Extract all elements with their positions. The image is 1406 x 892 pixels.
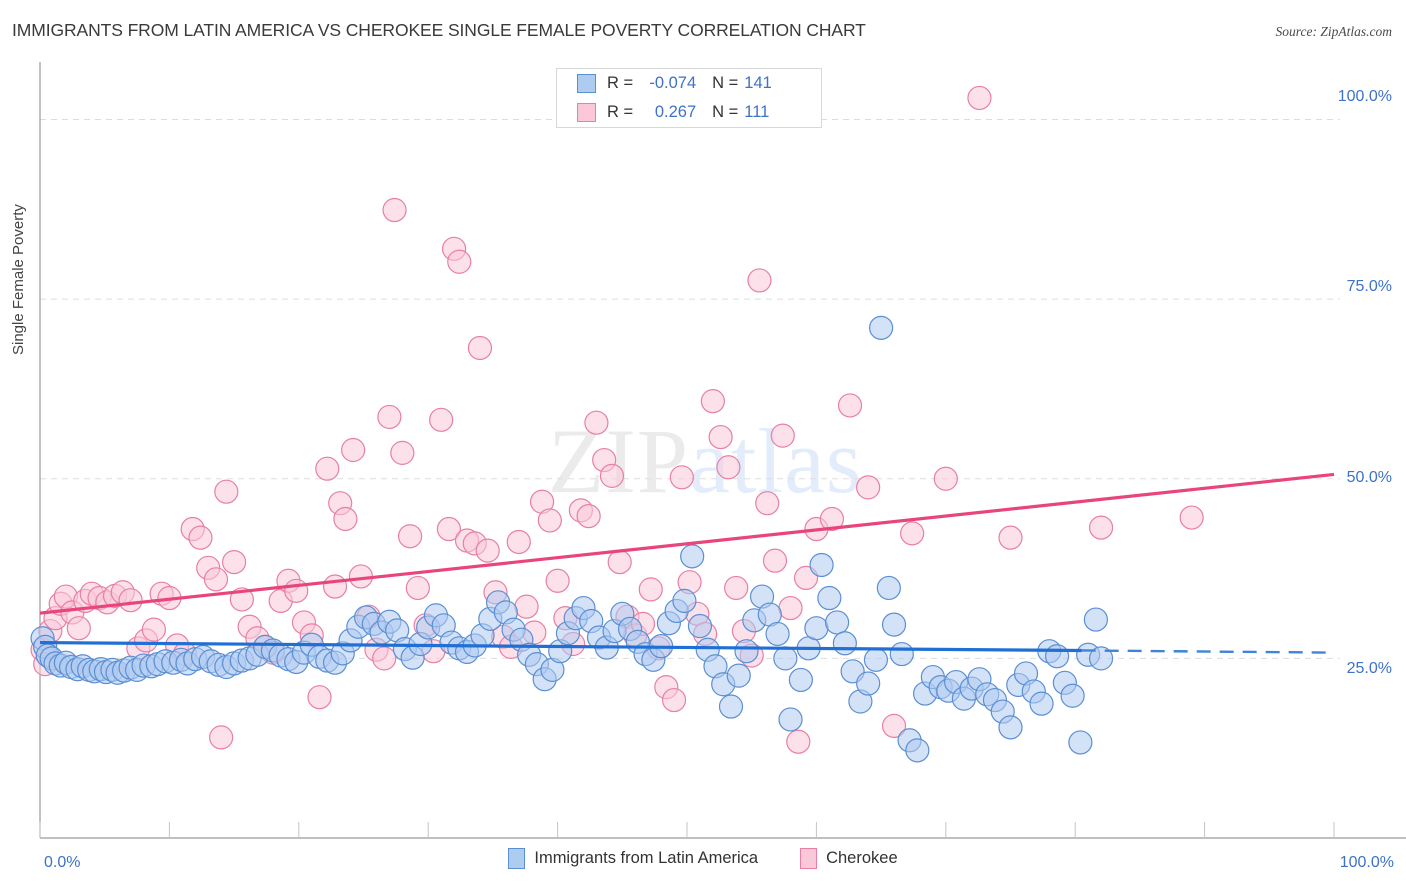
series-label-cherokee: Cherokee <box>826 849 898 867</box>
series-legend-item-immigrants[interactable]: Immigrants from Latin America <box>508 848 758 869</box>
series-swatch-immigrants <box>508 848 526 869</box>
legend-n-value-cherokee: 111 <box>744 103 770 121</box>
y-tick-label-25: 25.0% <box>1346 660 1392 677</box>
x-axis-ticks <box>39 822 1335 838</box>
series-legend-item-cherokee[interactable]: Cherokee <box>800 848 898 869</box>
legend-row-cherokee: R = 0.267 N = 111 <box>557 98 821 127</box>
page-title: IMMIGRANTS FROM LATIN AMERICA VS CHEROKE… <box>12 20 866 40</box>
legend-swatch-immigrants <box>577 74 596 93</box>
legend-n-value-immigrants: 141 <box>744 74 772 92</box>
trendline-cherokee <box>39 472 1335 615</box>
legend-r-value-cherokee: 0.267 <box>654 103 697 121</box>
series-legend: Immigrants from Latin America Cherokee <box>0 848 1406 869</box>
legend-n-key-immigrants: N = <box>712 74 739 92</box>
legend-n-key-cherokee: N = <box>712 103 739 121</box>
trendline-immigrants <box>39 640 1335 654</box>
legend-r-key-cherokee: R = <box>607 103 634 121</box>
legend-swatch-cherokee <box>577 103 596 122</box>
legend-row-immigrants: R = -0.074 N = 141 <box>557 69 821 98</box>
y-tick-label-50: 50.0% <box>1346 469 1392 486</box>
source-label: Source: ZipAtlas.com <box>1275 24 1392 39</box>
axis-lines <box>39 62 1406 839</box>
legend-r-key-immigrants: R = <box>607 74 634 92</box>
series-label-immigrants: Immigrants from Latin America <box>534 849 759 867</box>
scatter-points-immigrants <box>30 315 1114 763</box>
legend-r-value-immigrants: -0.074 <box>649 74 697 92</box>
correlation-legend: R = -0.074 N = 141 R = 0.267 N = 111 <box>556 68 822 128</box>
x-tick-label-max: 100.0% <box>1339 854 1394 871</box>
series-swatch-cherokee <box>800 848 818 869</box>
x-tick-label-min: 0.0% <box>44 854 81 871</box>
y-tick-label-75: 75.0% <box>1346 278 1392 295</box>
y-tick-label-100: 100.0% <box>1337 88 1392 105</box>
